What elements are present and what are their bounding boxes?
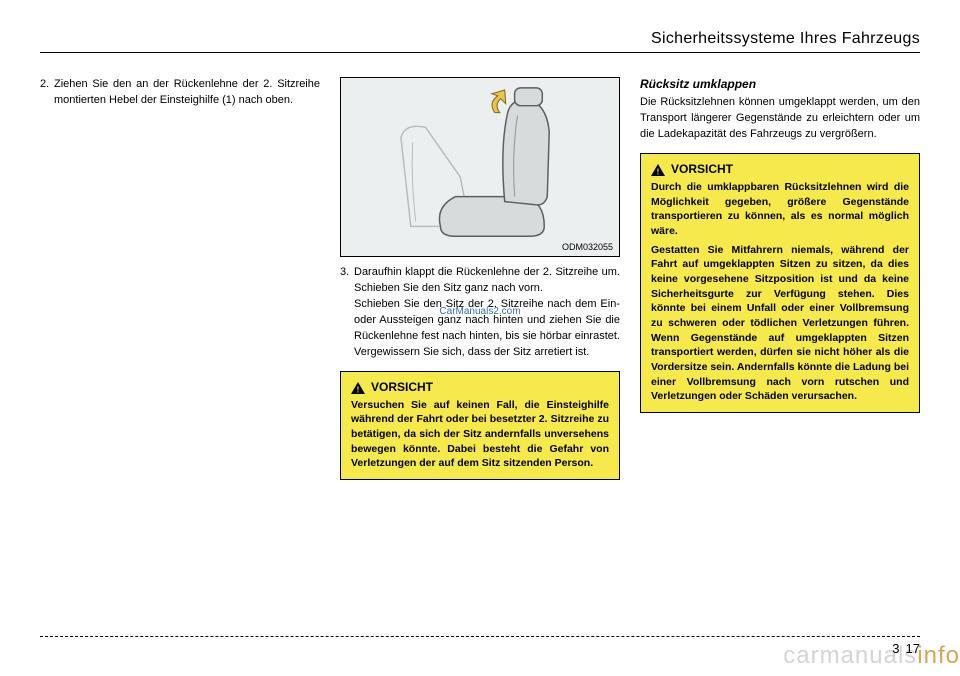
subheading: Rücksitz umklappen [640, 77, 920, 91]
column-2: ODM032055 3. Daraufhin klappt die Rücken… [340, 77, 620, 480]
source-watermark: CarManuals2.com [439, 305, 520, 320]
content-columns: 2. Ziehen Sie den an der Rückenlehne der… [40, 77, 920, 480]
chapter-title: Sicherheitssysteme Ihres Fahrzeugs [651, 30, 920, 47]
step-3: 3. Daraufhin klappt die Rückenlehne der … [340, 265, 620, 361]
caution-header: ! VORSICHT [651, 162, 909, 176]
caution-paragraph-1: Durch die umklappbaren Rücksitzlehnen wi… [651, 180, 909, 239]
svg-text:!: ! [657, 167, 660, 176]
step-text: Ziehen Sie den an der Rückenlehne der 2.… [54, 77, 320, 109]
caution-text: Versuchen Sie auf keinen Fall, die Einst… [351, 398, 609, 471]
caution-title: VORSICHT [671, 162, 733, 176]
warning-triangle-icon: ! [351, 381, 365, 393]
caution-title: VORSICHT [371, 380, 433, 394]
step-number: 2. [40, 77, 54, 109]
seat-illustration [341, 78, 619, 256]
svg-text:!: ! [357, 385, 360, 394]
section-number: 3 [892, 641, 899, 656]
warning-triangle-icon: ! [651, 163, 665, 175]
intro-text: Die Rücksitzlehnen können umgeklappt wer… [640, 95, 920, 143]
caution-text: Durch die umklappbaren Rücksitzlehnen wi… [651, 180, 909, 404]
brand-suffix: info [917, 642, 960, 669]
column-1: 2. Ziehen Sie den an der Rückenlehne der… [40, 77, 320, 480]
step-number: 3. [340, 265, 354, 361]
page-in-section: 17 [906, 641, 920, 656]
manual-page: Sicherheitssysteme Ihres Fahrzeugs 2. Zi… [0, 0, 960, 676]
caution-box-1: ! VORSICHT Versuchen Sie auf keinen Fall… [340, 371, 620, 480]
figure-code: ODM032055 [562, 242, 613, 252]
seat-fold-figure: ODM032055 [340, 77, 620, 257]
page-header: Sicherheitssysteme Ihres Fahrzeugs [40, 30, 920, 53]
step-2: 2. Ziehen Sie den an der Rückenlehne der… [40, 77, 320, 109]
caution-paragraph-2: Gestatten Sie Mitfahrern niemals, währen… [651, 243, 909, 405]
page-number: 3 17 [892, 641, 920, 656]
caution-box-2: ! VORSICHT Durch die umklappbaren Rücksi… [640, 153, 920, 413]
page-footer: 3 17 [40, 636, 920, 656]
caution-header: ! VORSICHT [351, 380, 609, 394]
column-3: Rücksitz umklappen Die Rücksitzlehnen kö… [640, 77, 920, 480]
